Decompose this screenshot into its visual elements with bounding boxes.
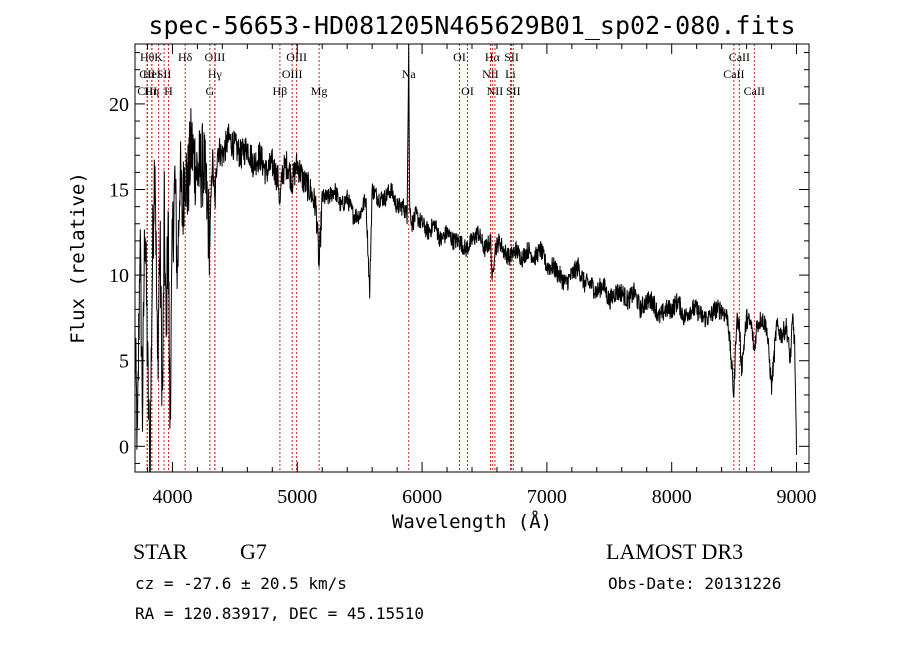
object-class: STAR	[133, 539, 188, 564]
line-label-18: OI	[461, 84, 474, 98]
line-label-11: G	[206, 84, 215, 98]
line-label-26: CaII	[723, 67, 744, 81]
x-tick-label-0: 4000	[152, 486, 192, 508]
x-tick-label-1: 5000	[277, 486, 317, 508]
line-label-17: OI	[453, 50, 466, 64]
line-label-10: Hγ	[208, 67, 223, 81]
line-label-6: SII	[157, 67, 172, 81]
line-label-14: OIII	[282, 67, 303, 81]
y-tick-label-2: 10	[109, 265, 129, 287]
coordinates: RA = 120.83917, DEC = 45.15510	[135, 604, 424, 623]
spectrum-trace	[134, 43, 797, 473]
x-axis-ticks: 4000 5000 6000 7000 8000 9000	[146, 44, 817, 508]
y-tick-label-4: 20	[109, 94, 129, 116]
line-label-7: H	[164, 84, 173, 98]
redshift-readout: cz = -27.6 ± 20.5 km/s	[135, 574, 347, 593]
plot-frame	[134, 43, 810, 473]
line-label-13: OIII	[286, 50, 307, 64]
line-label-25: CaII	[729, 50, 750, 64]
line-label-21: NII	[487, 84, 504, 98]
y-tick-label-1: 5	[119, 351, 129, 373]
chart-title: spec-56653-HD081205N465629B01_sp02-080.f…	[148, 11, 795, 40]
line-label-19: Hα	[485, 50, 501, 64]
spectrum-line	[134, 43, 797, 473]
line-label-4: Hη	[144, 84, 159, 98]
line-label-8: Hδ	[178, 50, 193, 64]
object-subclass: G7	[240, 539, 267, 564]
line-label-23: Li	[505, 67, 516, 81]
obs-date: Obs-Date: 20131226	[608, 574, 781, 593]
y-axis-label: Flux (relative)	[67, 172, 89, 344]
line-label-5: K	[154, 50, 163, 64]
x-tick-label-5: 9000	[777, 486, 817, 508]
line-label-20: NII	[482, 67, 499, 81]
x-tick-label-4: 8000	[652, 486, 692, 508]
y-axis-ticks: 0 5 10 15 20	[109, 52, 809, 464]
line-label-22: SII	[504, 50, 519, 64]
y-tick-label-0: 0	[119, 436, 129, 458]
line-label-24: SII	[506, 84, 521, 98]
y-tick-label-3: 15	[109, 180, 129, 202]
line-label-2: CIII	[137, 84, 157, 98]
x-axis-label: Wavelength (Å)	[392, 510, 552, 533]
line-label-15: Mg	[311, 84, 328, 98]
x-tick-label-2: 6000	[402, 486, 442, 508]
survey-label: LAMOST DR3	[606, 539, 743, 564]
line-label-12: Hβ	[273, 84, 288, 98]
line-label-27: CaII	[744, 84, 765, 98]
x-tick-label-3: 7000	[527, 486, 567, 508]
